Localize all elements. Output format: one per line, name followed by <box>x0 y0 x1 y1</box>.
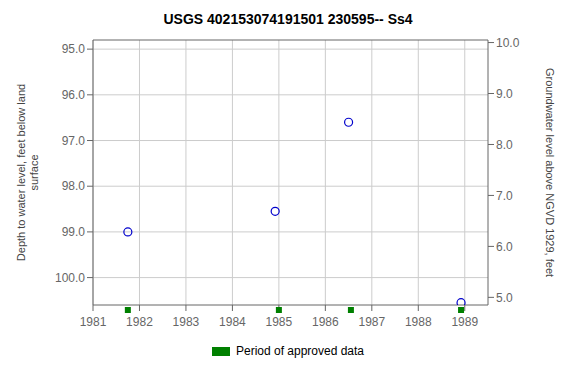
svg-text:1988: 1988 <box>405 315 432 329</box>
svg-text:95.0: 95.0 <box>62 42 86 56</box>
svg-text:1983: 1983 <box>173 315 200 329</box>
svg-text:1989: 1989 <box>451 315 478 329</box>
svg-text:98.0: 98.0 <box>62 179 86 193</box>
svg-text:6.0: 6.0 <box>496 240 513 254</box>
svg-text:Groundwater level above NGVD 1: Groundwater level above NGVD 1929, feet <box>544 68 556 277</box>
svg-text:1982: 1982 <box>126 315 153 329</box>
html-text:Period of approved data: Period of approved data <box>236 344 364 358</box>
svg-text:5.0: 5.0 <box>496 291 513 305</box>
svg-text:1981: 1981 <box>80 315 107 329</box>
svg-text:9.0: 9.0 <box>496 87 513 101</box>
svg-text:Depth to water level, feet bel: Depth to water level, feet below landsur… <box>15 84 40 261</box>
svg-text:8.0: 8.0 <box>496 138 513 152</box>
svg-text:96.0: 96.0 <box>62 88 86 102</box>
svg-text:1985: 1985 <box>266 315 293 329</box>
svg-text:7.0: 7.0 <box>496 189 513 203</box>
svg-text:1986: 1986 <box>312 315 339 329</box>
svg-text:1984: 1984 <box>219 315 246 329</box>
html-text:USGS 402153074191501 230595--: USGS 402153074191501 230595-- Ss4 <box>163 11 413 27</box>
svg-text:1987: 1987 <box>358 315 385 329</box>
svg-text:97.0: 97.0 <box>62 134 86 148</box>
svg-text:99.0: 99.0 <box>62 225 86 239</box>
svg-text:10.0: 10.0 <box>496 36 520 50</box>
svg-text:100.0: 100.0 <box>55 271 85 285</box>
